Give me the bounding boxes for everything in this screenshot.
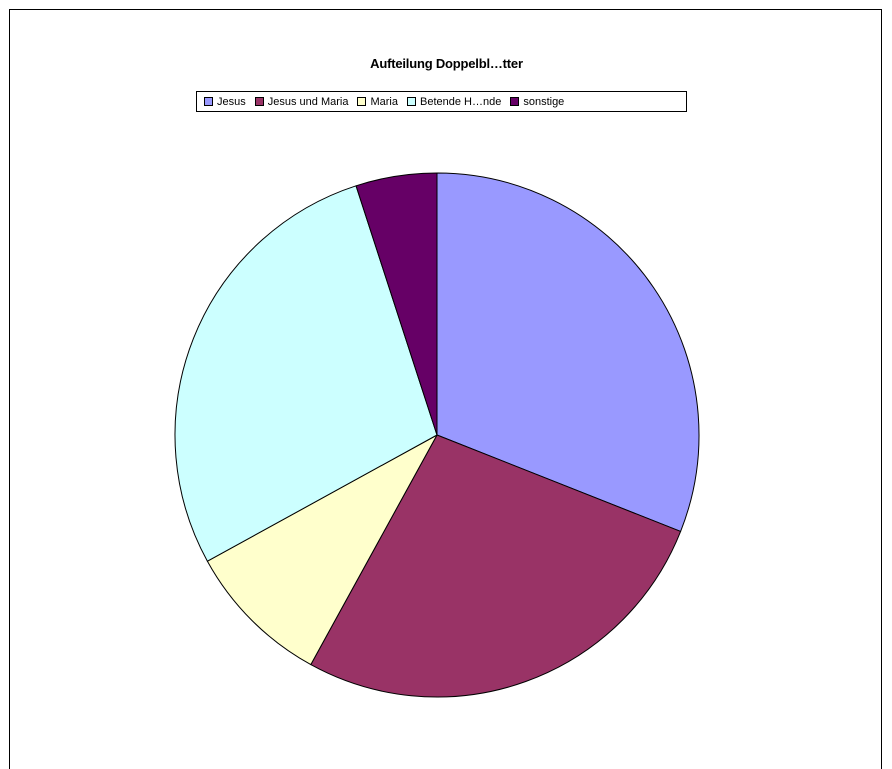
legend-label-jesus: Jesus [217,95,246,108]
pie-slice-jesus-und-maria [310,434,682,698]
chart-title: Aufteilung Doppelbl…tter [370,56,523,71]
legend: Jesus Jesus und Maria Maria Betende H…nd… [196,91,687,112]
legend-swatch-sonstige [510,97,520,106]
legend-item-betende-haende: Betende H…nde [406,95,502,108]
legend-swatch-maria [357,97,367,106]
pie-slice-jesus [436,172,700,532]
legend-item-jesus: Jesus [204,96,246,108]
chart-area: Aufteilung Doppelbl…tter Jesus Jesus und… [9,9,882,769]
legend-item-sonstige: sonstige [510,96,564,108]
legend-swatch-jesus [204,97,213,106]
pie-chart [174,172,700,698]
legend-item-maria: Maria [357,96,398,108]
pie-slice-betende-haende [174,185,438,562]
pie-slice-maria [206,434,438,666]
legend-item-jesus-und-maria: Jesus und Maria [254,95,349,108]
legend-swatch-betende-haende [406,97,416,106]
legend-label-betende-haende: Betende H…nde [419,95,502,108]
legend-label-jesus-und-maria: Jesus und Maria [267,95,349,108]
pie-slice-sonstige [355,172,438,436]
legend-label-maria: Maria [370,95,398,108]
legend-swatch-jesus-und-maria [254,97,264,106]
legend-label-sonstige: sonstige [523,95,565,108]
